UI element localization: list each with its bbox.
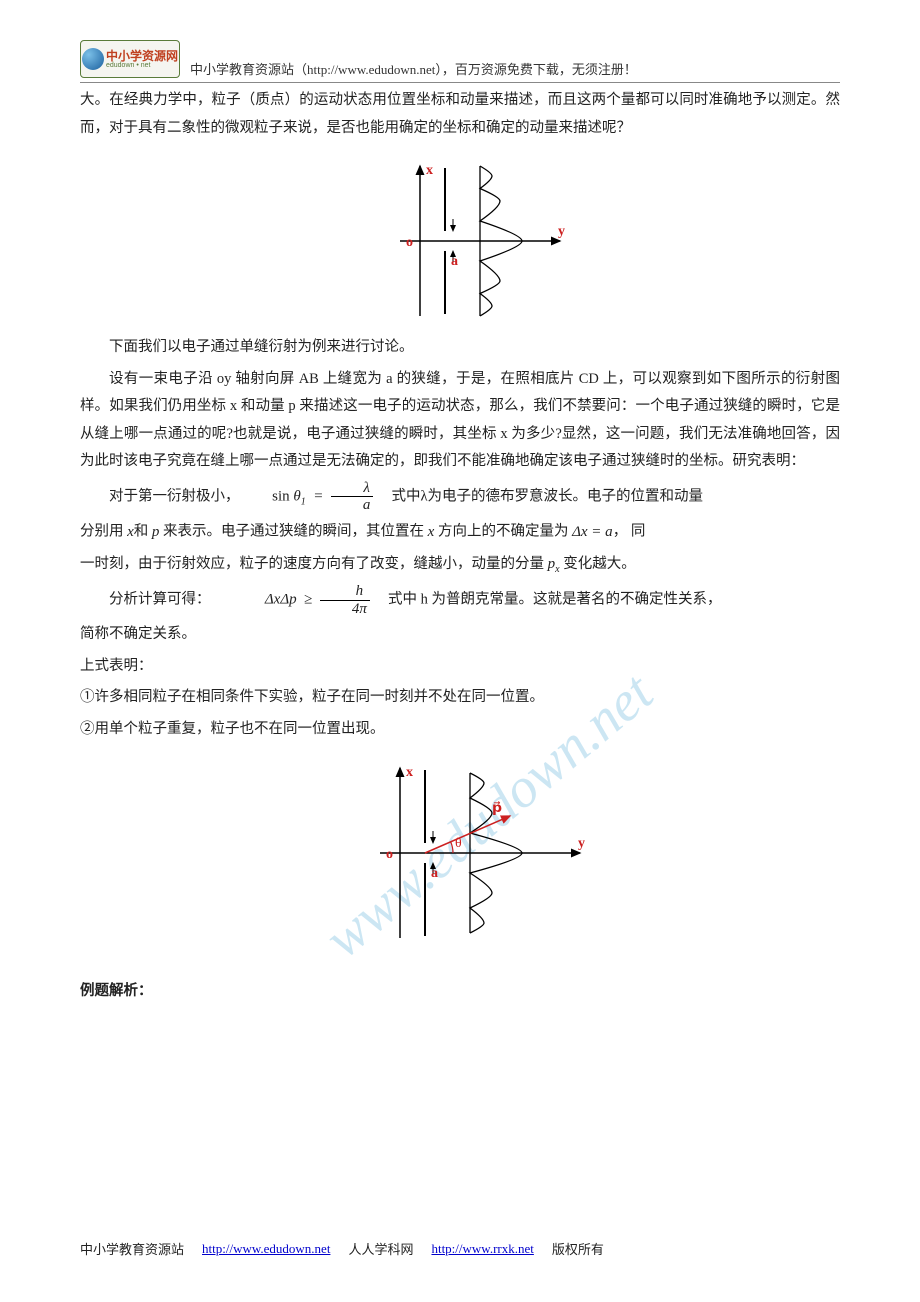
footer-text-2: 人人学科网 (348, 1239, 413, 1258)
paragraph-3: 设有一束电子沿 oy 轴射向屏 AB 上缝宽为 a 的狭缝，于是，在照相底片 C… (80, 366, 840, 476)
paragraph-11: ②用单个粒子重复，粒子也不在同一位置出现。 (80, 716, 840, 744)
svg-text:y: y (578, 836, 585, 851)
formula-heisenberg: ΔxΔp ≥ h4π (236, 583, 370, 617)
page-content: 中小学资源网 edudown • net 中小学教育资源站（http://www… (80, 40, 840, 1005)
section-title: 例题解析： (80, 978, 840, 1006)
logo-main-text: 中小学资源网 (106, 50, 178, 62)
svg-text:a: a (451, 254, 458, 269)
svg-text:a: a (431, 866, 438, 881)
paragraph-1: 大。在经典力学中，粒子（质点）的运动状态用位置坐标和动量来描述，而且这两个量都可… (80, 87, 840, 142)
svg-text:p⃗: p⃗ (492, 801, 502, 816)
paragraph-5: 分别用 x和 p 来表示。电子通过狭缝的瞬间，其位置在 x 方向上的不确定量为 … (80, 518, 840, 547)
p4-pre: 对于第一衍射极小， (109, 488, 240, 504)
svg-text:o: o (406, 235, 413, 250)
edudown-link[interactable]: http://www.edudown.net (202, 1241, 330, 1257)
svg-text:θ: θ (455, 836, 462, 851)
paragraph-4: 对于第一衍射极小， sin θ1 = λa 式中λ为电子的德布罗意波长。电子的位… (80, 480, 840, 514)
paragraph-9: 上式表明： (80, 653, 840, 681)
paragraph-7: 分析计算可得： ΔxΔp ≥ h4π 式中 h 为普朗克常量。这就是著名的不确定… (80, 583, 840, 617)
globe-icon (82, 48, 104, 70)
formula-sin-theta: sin θ1 = λa (243, 480, 373, 514)
paragraph-10: ①许多相同粒子在相同条件下实验，粒子在同一时刻并不处在同一位置。 (80, 684, 840, 712)
header-tagline: 中小学教育资源站（http://www.edudown.net），百万资源免费下… (190, 59, 637, 78)
formula-px: px (548, 550, 560, 579)
diffraction-diagram-1: x y o a (350, 156, 570, 326)
site-logo: 中小学资源网 edudown • net (80, 40, 180, 78)
svg-text:y: y (558, 224, 565, 239)
svg-text:x: x (426, 163, 433, 178)
svg-text:o: o (386, 847, 393, 862)
formula-deltax: Δx = a (572, 518, 613, 547)
svg-text:x: x (406, 765, 413, 780)
footer-tail: 版权所有 (552, 1239, 604, 1258)
paragraph-8: 简称不确定关系。 (80, 621, 840, 649)
page-header: 中小学资源网 edudown • net 中小学教育资源站（http://www… (80, 40, 840, 83)
page-footer: 中小学教育资源站 http://www.edudown.net 人人学科网 ht… (80, 1239, 840, 1258)
paragraph-2: 下面我们以电子通过单缝衍射为例来进行讨论。 (80, 334, 840, 362)
logo-sub-text: edudown • net (106, 62, 178, 69)
rrxk-link[interactable]: http://www.rrxk.net (431, 1241, 533, 1257)
paragraph-6: 一时刻，由于衍射效应，粒子的速度方向有了改变，缝越小，动量的分量 px 变化越大… (80, 550, 840, 579)
footer-text-1: 中小学教育资源站 (80, 1239, 184, 1258)
diffraction-diagram-2: x y o a p⃗ θ (330, 758, 590, 948)
p4-post: 式中λ为电子的德布罗意波长。电子的位置和动量 (392, 488, 704, 504)
